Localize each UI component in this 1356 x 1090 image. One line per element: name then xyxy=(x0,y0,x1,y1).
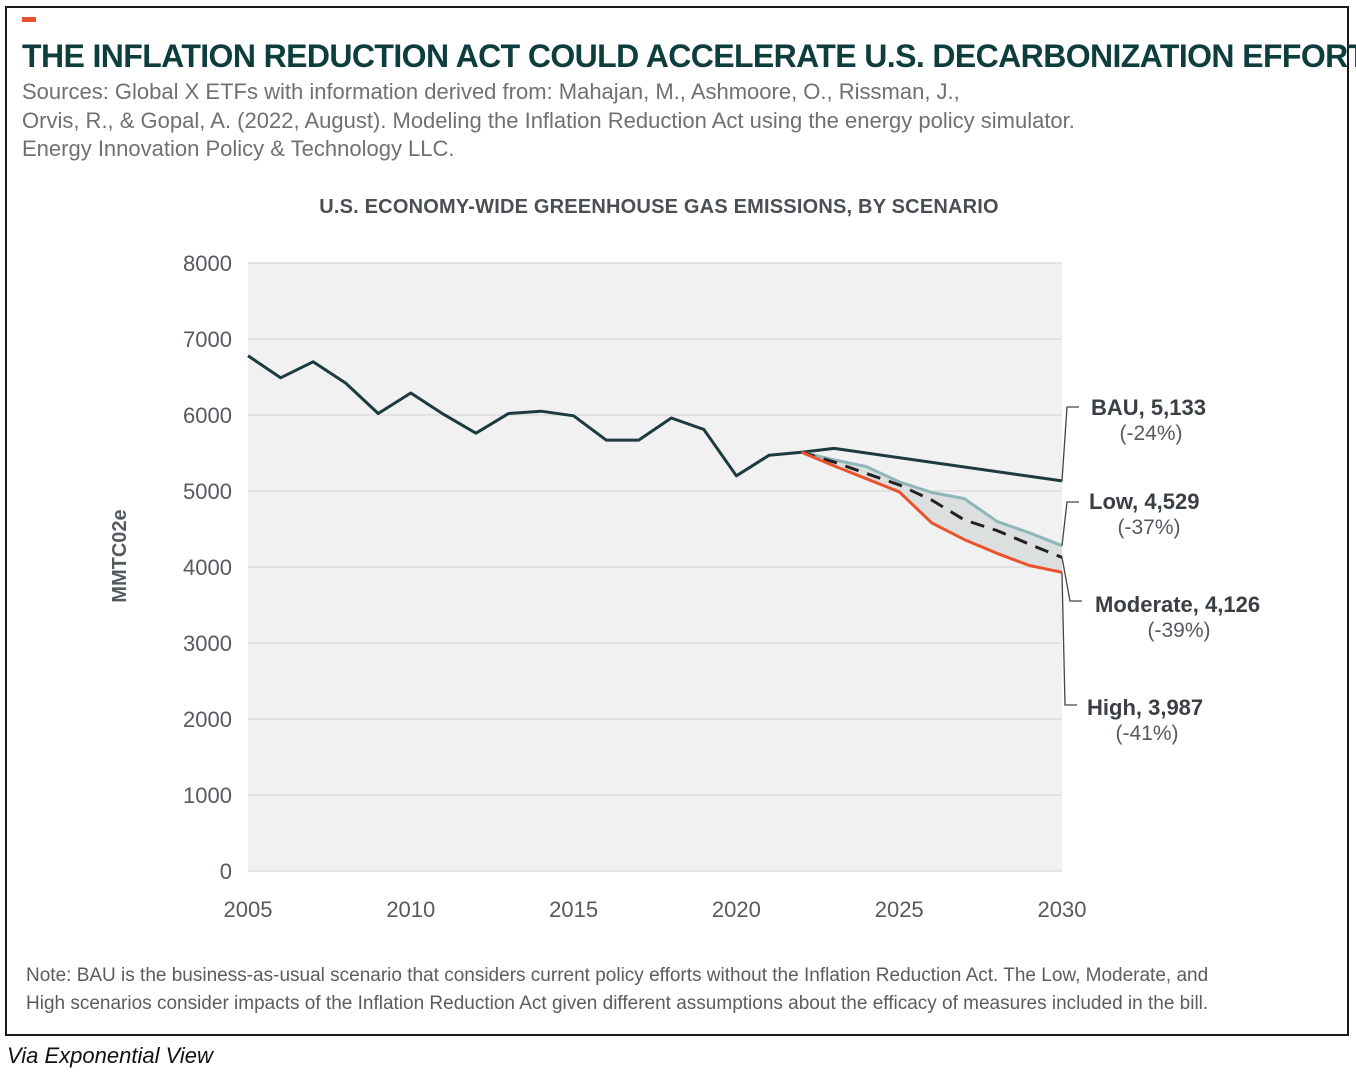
moderate-label: Moderate, 4,126 xyxy=(1095,592,1260,617)
historical-line xyxy=(247,354,802,478)
series-lines xyxy=(247,354,1063,574)
via-credit: Via Exponential View xyxy=(7,1043,213,1068)
high-change-label: (-41%) xyxy=(1115,722,1178,745)
scenario-range-band xyxy=(801,452,1062,573)
x-tick-label: 2005 xyxy=(224,897,273,922)
bau-leader-line xyxy=(1061,406,1079,481)
x-axis-ticks: 2005 2010 2015 2020 2025 2030 xyxy=(224,897,1087,922)
x-tick-label: 2020 xyxy=(712,897,761,922)
y-axis-ticks: 0 1000 2000 3000 4000 5000 6000 7000 8000 xyxy=(183,251,232,884)
chart-title: U.S. ECONOMY-WIDE GREENHOUSE GAS EMISSIO… xyxy=(319,196,999,218)
bau-series-line xyxy=(801,446,1063,483)
y-tick-label: 0 xyxy=(220,859,232,884)
y-tick-label: 3000 xyxy=(183,631,232,656)
moderate-leader-line xyxy=(1061,557,1082,602)
high-label: High, 3,987 xyxy=(1087,695,1203,720)
chart-note: Note: BAU is the business-as-usual scena… xyxy=(26,962,1326,1018)
moderate-series-line xyxy=(801,450,1063,559)
x-tick-label: 2015 xyxy=(549,897,598,922)
y-tick-label: 5000 xyxy=(183,479,232,504)
y-tick-label: 8000 xyxy=(183,251,232,276)
low-series-line xyxy=(801,450,1063,548)
bau-label: BAU, 5,133 xyxy=(1091,395,1206,420)
series-labels: BAU, 5,133(-24%) Low, 4,529(-37%) Moderate… xyxy=(1061,395,1260,745)
y-tick-label: 1000 xyxy=(183,783,232,808)
y-tick-label: 6000 xyxy=(183,403,232,428)
y-tick-label: 2000 xyxy=(183,707,232,732)
title-accent-bar xyxy=(22,17,36,22)
grid-lines xyxy=(248,262,1062,872)
high-series-line xyxy=(800,450,1063,574)
sources-line: Energy Innovation Policy & Technology LL… xyxy=(22,136,455,161)
x-tick-label: 2025 xyxy=(875,897,924,922)
moderate-change-label: (-39%) xyxy=(1147,619,1210,642)
note-line: High scenarios consider impacts of the I… xyxy=(26,993,1209,1014)
note-line: Note: BAU is the business-as-usual scena… xyxy=(26,965,1209,986)
sources-line: Sources: Global X ETFs with information … xyxy=(22,79,960,104)
y-tick-label: 7000 xyxy=(183,327,232,352)
sources-line: Orvis, R., & Gopal, A. (2022, August). M… xyxy=(22,107,1075,133)
x-tick-label: 2010 xyxy=(386,897,435,922)
high-leader-line xyxy=(1061,572,1077,706)
low-change-label: (-37%) xyxy=(1117,516,1180,539)
low-label: Low, 4,529 xyxy=(1089,489,1199,514)
sources-text: Sources: Global X ETFs with information … xyxy=(22,78,1322,164)
x-tick-label: 2030 xyxy=(1038,897,1087,922)
bau-change-label: (-24%) xyxy=(1119,422,1182,445)
y-tick-label: 4000 xyxy=(183,555,232,580)
y-axis-label: MMTC02e xyxy=(109,509,131,602)
page-title: THE INFLATION REDUCTION ACT COULD ACCELE… xyxy=(22,38,1356,74)
low-leader-line xyxy=(1061,501,1079,546)
